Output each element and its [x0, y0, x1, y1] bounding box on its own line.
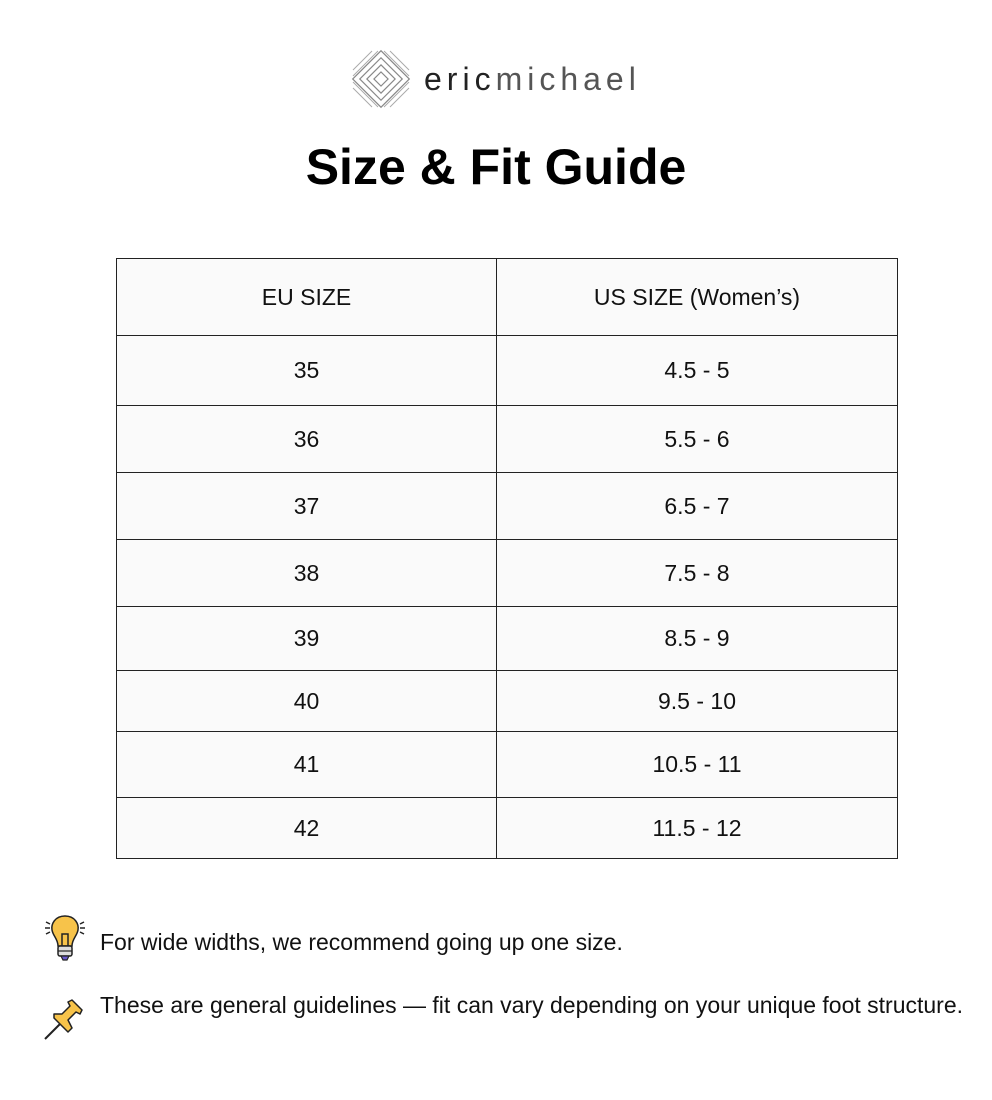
us-size-cell: 5.5 - 6: [496, 405, 898, 473]
diamond-logo-icon: [351, 49, 411, 109]
us-size-cell: 9.5 - 10: [496, 670, 898, 732]
us-size-cell: 7.5 - 8: [496, 539, 898, 607]
us-size-cell: 10.5 - 11: [496, 731, 898, 798]
table-row: 41 10.5 - 11: [116, 731, 898, 798]
table-header-row: EU SIZE US SIZE (Women’s): [116, 258, 898, 336]
page-title: Size & Fit Guide: [305, 139, 687, 195]
eu-size-cell: 35: [116, 335, 497, 406]
table-row: 35 4.5 - 5: [116, 335, 898, 406]
eu-size-cell: 40: [116, 670, 497, 732]
size-table: EU SIZE US SIZE (Women’s) 35 4.5 - 5 36 5.5…: [116, 258, 898, 859]
pushpin-icon: [42, 996, 90, 1047]
table-row: 39 8.5 - 9: [116, 606, 898, 671]
header-us-size: US SIZE (Women’s): [496, 258, 898, 336]
us-size-cell: 8.5 - 9: [496, 606, 898, 671]
table-row: 38 7.5 - 8: [116, 539, 898, 607]
eu-size-cell: 36: [116, 405, 497, 473]
table-row: 40 9.5 - 10: [116, 670, 898, 732]
eu-size-cell: 41: [116, 731, 497, 798]
eu-size-cell: 42: [116, 797, 497, 859]
lightbulb-icon: [42, 914, 88, 971]
header-eu-size: EU SIZE: [116, 258, 497, 336]
brand-logo: ericmichael: [350, 48, 641, 110]
eu-size-cell: 37: [116, 472, 497, 540]
table-row: 36 5.5 - 6: [116, 405, 898, 473]
note-guidelines: These are general guidelines — fit can v…: [100, 992, 964, 1018]
us-size-cell: 4.5 - 5: [496, 335, 898, 406]
us-size-cell: 11.5 - 12: [496, 797, 898, 859]
table-row: 42 11.5 - 12: [116, 797, 898, 859]
eu-size-cell: 39: [116, 606, 497, 671]
brand-name: ericmichael: [424, 60, 641, 97]
table-row: 37 6.5 - 7: [116, 472, 898, 540]
note-wide-widths: For wide widths, we recommend going up o…: [100, 929, 623, 955]
us-size-cell: 6.5 - 7: [496, 472, 898, 540]
eu-size-cell: 38: [116, 539, 497, 607]
